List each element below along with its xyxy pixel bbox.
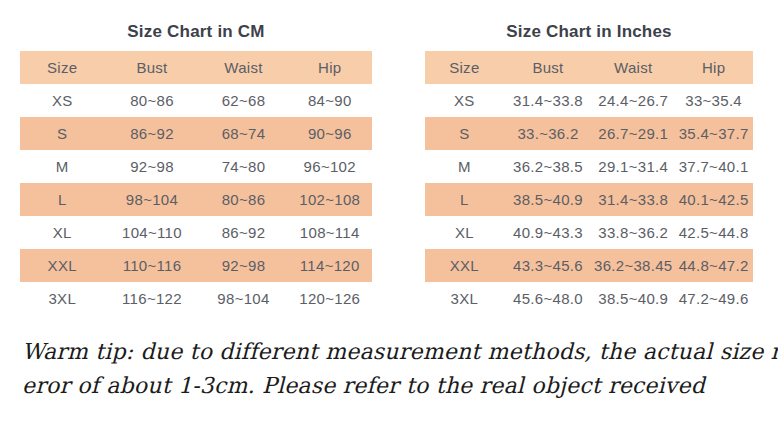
- table-row: S33.~36.226.7~29.135.4~37.7: [425, 117, 753, 150]
- cell: 38.5~40.9: [504, 183, 593, 216]
- warm-tip-line-1: Warm tip: due to different measurement m…: [22, 335, 760, 369]
- cell: 37.7~40.1: [674, 150, 753, 183]
- column-header: Hip: [288, 51, 373, 84]
- cell: L: [425, 183, 504, 216]
- table-row: XXL43.3~45.636.2~38.4544.8~47.2: [425, 249, 753, 282]
- column-header: Hip: [674, 51, 753, 84]
- cell: XS: [20, 84, 104, 117]
- cell: 116~122: [104, 282, 199, 315]
- cell: XXL: [20, 249, 104, 282]
- cell: 84~90: [288, 84, 373, 117]
- size-table-inches: SizeBustWaistHip XS31.4~33.824.4~26.733~…: [425, 51, 753, 315]
- cell: 45.6~48.0: [504, 282, 593, 315]
- cell: 26.7~29.1: [592, 117, 674, 150]
- cell: XL: [20, 216, 104, 249]
- size-charts-row: Size Chart in CM SizeBustWaistHip XS80~8…: [0, 0, 778, 315]
- table-row: L38.5~40.931.4~33.840.1~42.5: [425, 183, 753, 216]
- cell: 33.~36.2: [504, 117, 593, 150]
- cell: 43.3~45.6: [504, 249, 593, 282]
- size-table-cm: SizeBustWaistHip XS80~8662~6884~90S86~92…: [20, 51, 372, 315]
- table-row: M92~9874~8096~102: [20, 150, 372, 183]
- table-row: XXL110~11692~98114~120: [20, 249, 372, 282]
- cell: 24.4~26.7: [592, 84, 674, 117]
- cell: 33.8~36.2: [592, 216, 674, 249]
- cell: S: [20, 117, 104, 150]
- cell: 102~108: [288, 183, 373, 216]
- cell: 98~104: [104, 183, 199, 216]
- cell: 36.2~38.45: [592, 249, 674, 282]
- cell: 42.5~44.8: [674, 216, 753, 249]
- cell: XXL: [425, 249, 504, 282]
- table-row: M36.2~38.529.1~31.437.7~40.1: [425, 150, 753, 183]
- column-header: Bust: [104, 51, 199, 84]
- table-row: XS80~8662~6884~90: [20, 84, 372, 117]
- cell: 47.2~49.6: [674, 282, 753, 315]
- size-chart-cm-section: Size Chart in CM SizeBustWaistHip XS80~8…: [20, 22, 372, 315]
- cell: 74~80: [200, 150, 288, 183]
- column-header: Waist: [592, 51, 674, 84]
- table-row: XL40.9~43.333.8~36.242.5~44.8: [425, 216, 753, 249]
- cell: 92~98: [200, 249, 288, 282]
- cell: 40.9~43.3: [504, 216, 593, 249]
- cell: 36.2~38.5: [504, 150, 593, 183]
- cell: 108~114: [288, 216, 373, 249]
- cell: 3XL: [20, 282, 104, 315]
- table-row: L98~10480~86102~108: [20, 183, 372, 216]
- cell: 35.4~37.7: [674, 117, 753, 150]
- warm-tip-note: Warm tip: due to different measurement m…: [22, 335, 760, 403]
- cell: 104~110: [104, 216, 199, 249]
- cell: 86~92: [104, 117, 199, 150]
- cell: 80~86: [104, 84, 199, 117]
- column-header: Waist: [200, 51, 288, 84]
- cell: 68~74: [200, 117, 288, 150]
- table-row: 3XL116~12298~104120~126: [20, 282, 372, 315]
- header-row: SizeBustWaistHip: [20, 51, 372, 84]
- header-row: SizeBustWaistHip: [425, 51, 753, 84]
- cell: 44.8~47.2: [674, 249, 753, 282]
- warm-tip-line-2: eror of about 1-3cm. Please refer to the…: [22, 369, 760, 403]
- cell: 86~92: [200, 216, 288, 249]
- cell: XL: [425, 216, 504, 249]
- cell: 96~102: [288, 150, 373, 183]
- cell: M: [20, 150, 104, 183]
- cell: 38.5~40.9: [592, 282, 674, 315]
- cell: 114~120: [288, 249, 373, 282]
- cell: 31.4~33.8: [592, 183, 674, 216]
- cell: 40.1~42.5: [674, 183, 753, 216]
- table-row: XL104~11086~92108~114: [20, 216, 372, 249]
- cell: 62~68: [200, 84, 288, 117]
- column-header: Size: [425, 51, 504, 84]
- cell: 120~126: [288, 282, 373, 315]
- size-chart-inches-section: Size Chart in Inches SizeBustWaistHip XS…: [425, 22, 753, 315]
- cell: 80~86: [200, 183, 288, 216]
- cell: S: [425, 117, 504, 150]
- cell: 3XL: [425, 282, 504, 315]
- column-header: Bust: [504, 51, 593, 84]
- table-row: S86~9268~7490~96: [20, 117, 372, 150]
- cell: 92~98: [104, 150, 199, 183]
- cell: M: [425, 150, 504, 183]
- cell: 90~96: [288, 117, 373, 150]
- cell: 110~116: [104, 249, 199, 282]
- cell: 31.4~33.8: [504, 84, 593, 117]
- chart-title-inches: Size Chart in Inches: [425, 22, 753, 42]
- table-row: 3XL45.6~48.038.5~40.947.2~49.6: [425, 282, 753, 315]
- cell: 29.1~31.4: [592, 150, 674, 183]
- cell: 98~104: [200, 282, 288, 315]
- column-header: Size: [20, 51, 104, 84]
- table-row: XS31.4~33.824.4~26.733~35.4: [425, 84, 753, 117]
- chart-title-cm: Size Chart in CM: [20, 22, 372, 42]
- cell: XS: [425, 84, 504, 117]
- cell: L: [20, 183, 104, 216]
- cell: 33~35.4: [674, 84, 753, 117]
